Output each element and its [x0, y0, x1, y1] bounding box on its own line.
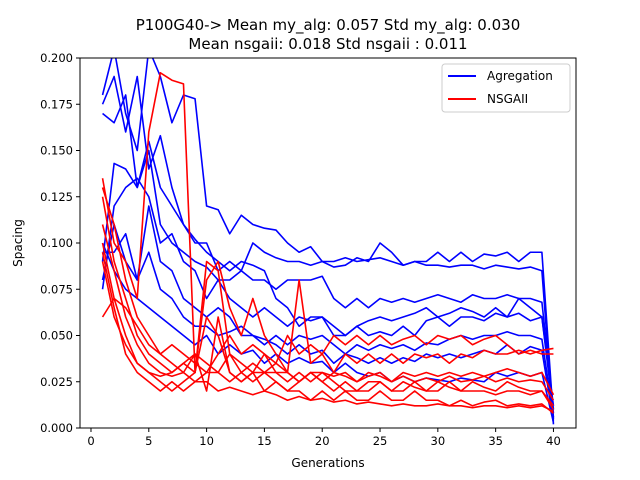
series-line-agregation-1: [101, 58, 555, 425]
x-tick-label: 10: [199, 434, 214, 448]
x-tick-label: 0: [87, 434, 94, 448]
legend-label-agregation: Agregation: [487, 69, 553, 83]
x-axis-ticks: 0 5 10 15 20 25 30 35 40: [87, 428, 561, 448]
y-tick-label: 0.125: [40, 190, 73, 204]
series-line-agregation-2: [101, 75, 555, 419]
series-line-nsgaii-16: [101, 297, 555, 396]
series-line-agregation-7: [102, 232, 555, 421]
chart-title-line-1: P100G40-> Mean my_alg: 0.057 Std my_alg:…: [136, 16, 521, 35]
series-line-nsgaii-10: [101, 187, 555, 407]
x-tick-label: 15: [257, 434, 272, 448]
series-line-agregation-5: [101, 177, 555, 406]
x-tick-label: 40: [546, 434, 561, 448]
x-tick-label: 5: [145, 434, 152, 448]
legend-label-nsgaii: NSGAII: [487, 92, 528, 106]
y-tick-label: 0.100: [40, 236, 73, 250]
legend: Agregation NSGAII: [441, 63, 571, 113]
y-tick-label: 0.175: [40, 97, 73, 111]
x-tick-label: 30: [431, 434, 446, 448]
series-line-agregation-4: [101, 140, 555, 414]
x-axis-label: Generations: [291, 456, 364, 470]
y-axis-label: Spacing: [11, 219, 25, 267]
y-tick-label: 0.200: [40, 51, 73, 65]
x-tick-label: 20: [315, 434, 330, 448]
series-line-nsgaii-12: [101, 224, 554, 413]
series-line-agregation-6: [101, 205, 555, 418]
series-line-nsgaii-14: [101, 252, 554, 392]
x-tick-label: 25: [373, 434, 388, 448]
y-axis-ticks: 0.000 0.025 0.050 0.075 0.100 0.125 0.150 0.175…: [40, 51, 80, 435]
chart-title-line-2: Mean nsgaii: 0.018 Std nsgaii : 0.011: [188, 35, 467, 53]
y-tick-label: 0.050: [40, 329, 73, 343]
x-tick-label: 35: [488, 434, 503, 448]
y-tick-label: 0.000: [40, 421, 73, 435]
y-tick-label: 0.150: [40, 144, 73, 158]
series-line-agregation-8: [101, 242, 555, 423]
series-layer: [101, 58, 555, 425]
y-tick-label: 0.025: [40, 375, 73, 389]
y-tick-label: 0.075: [40, 282, 73, 296]
